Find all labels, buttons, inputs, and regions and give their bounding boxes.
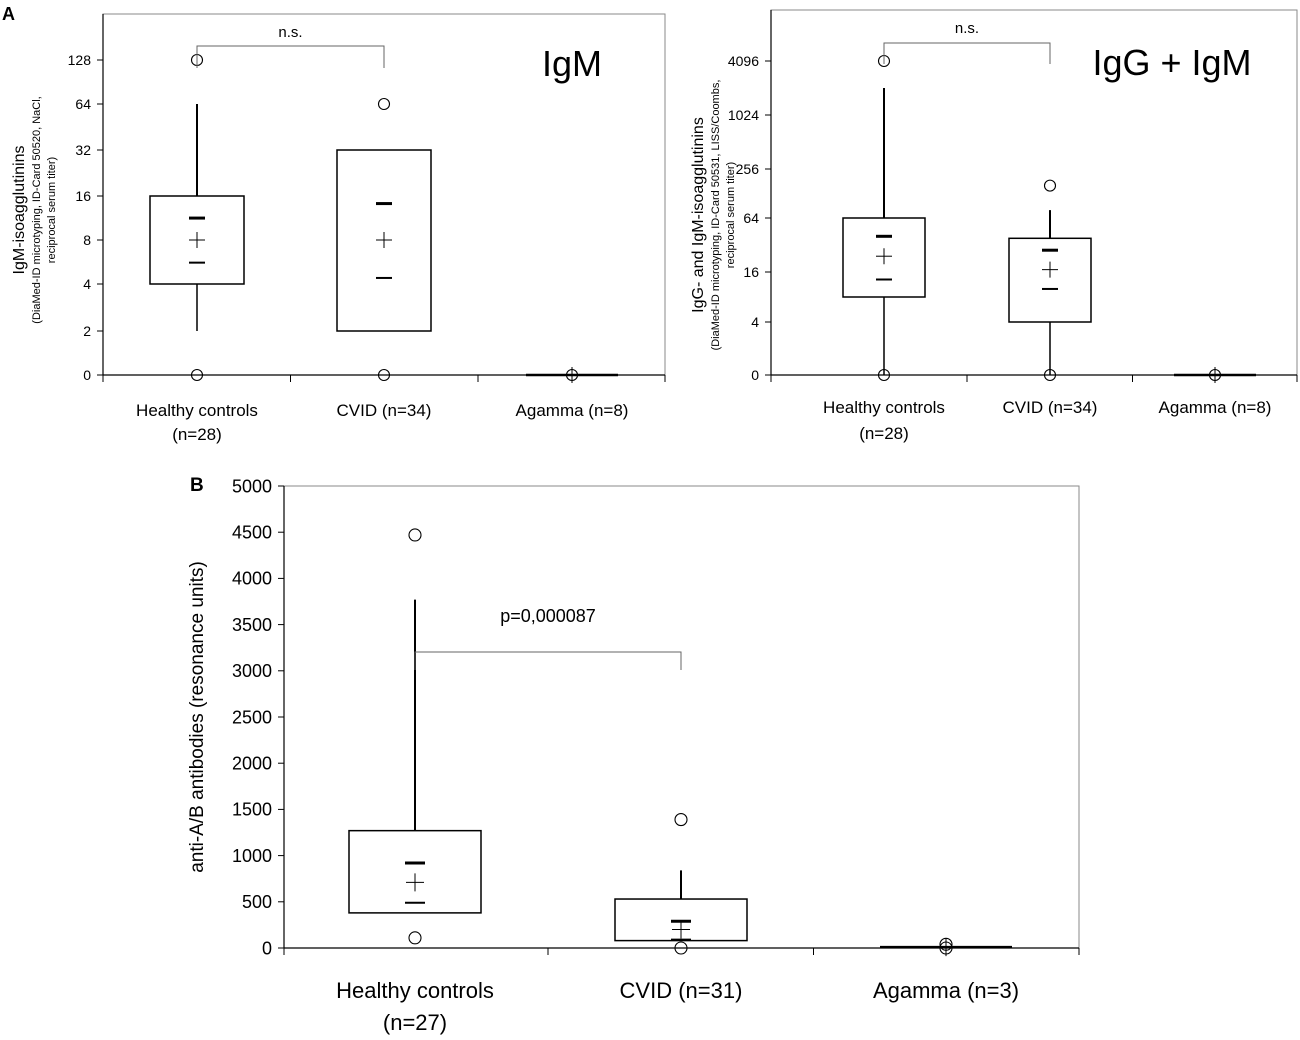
y-tick-label: 16 [75, 188, 91, 204]
x-category-label: Agamma (n=8) [516, 401, 629, 420]
x-category-label: Healthy controls [336, 978, 494, 1003]
y-tick-label: 128 [68, 52, 92, 68]
chart-anti-ab: 0 500 1000 1500 2000 2500 3000 3500 4000 4500 5000… [187, 476, 1080, 1035]
panel-a-letter: A [2, 4, 15, 24]
outlier-point [939, 941, 953, 955]
chart-igg-igm: 0 4 16 64 256 1024 4096 Healthy controls (n=28) C… [690, 9, 1298, 443]
x-category-label: Agamma (n=8) [1159, 398, 1272, 417]
y-tick-label: 1000 [232, 846, 272, 866]
outlier-point [1043, 368, 1057, 382]
y-tick-label: 1500 [232, 800, 272, 820]
y-tick-label: 2000 [232, 754, 272, 774]
x-category-label: Agamma (n=3) [873, 978, 1019, 1003]
outlier-point [190, 368, 204, 382]
y-axis-sublabel: (DiaMed-ID microtyping, ID-Card 50520, N… [31, 96, 43, 323]
x-category-label: Healthy controls [136, 401, 258, 420]
y-tick-label: 2 [83, 323, 91, 339]
outlier-point [408, 931, 422, 945]
y-tick-label: 32 [75, 142, 91, 158]
y-axis-label: anti-A/B antibodies (resonance units) [187, 561, 208, 873]
y-axis-sublabel: (DiaMed-ID microtyping, ID-Card 50531, L… [710, 80, 722, 351]
y-tick-label: 0 [262, 938, 272, 958]
panel-b-letter: B [190, 475, 204, 496]
box-iqr [348, 829, 482, 914]
box-group [614, 813, 748, 955]
x-category-label: Healthy controls [823, 398, 945, 417]
box-group [149, 53, 245, 382]
y-axis-label: IgG- and IgM-isoagglutinins [690, 117, 707, 313]
outlier-point [674, 813, 688, 827]
x-category-label: (n=27) [383, 1010, 447, 1035]
outlier-point [877, 368, 891, 382]
outlier-point [565, 368, 579, 382]
y-tick-label: 64 [743, 210, 759, 226]
outlier-point [377, 368, 391, 382]
outlier-point [674, 941, 688, 955]
significance-bracket [196, 45, 385, 68]
outlier-point [1208, 368, 1222, 382]
box-group [526, 367, 618, 383]
box-iqr [1008, 237, 1092, 323]
outlier-point [1043, 179, 1057, 192]
chart-title: IgM [542, 43, 602, 84]
y-axis-sublabel: reciprocal serum titer) [46, 157, 58, 263]
significance-bracket [883, 42, 1051, 64]
y-tick-label: 3000 [232, 661, 272, 681]
outlier-point [377, 97, 391, 111]
y-tick-label: 1024 [728, 107, 759, 123]
y-tick-label: 4500 [232, 523, 272, 543]
y-tick-label: 500 [242, 892, 272, 912]
y-tick-label: 4096 [728, 53, 759, 69]
box-group [336, 97, 432, 382]
outlier-point [408, 528, 422, 542]
y-axis-sublabel: reciprocal serum titer) [725, 162, 737, 268]
y-tick-label: 16 [743, 264, 759, 280]
x-category-label: (n=28) [172, 425, 222, 444]
significance-label: p=0,000087 [500, 606, 596, 626]
y-tick-label: 4 [751, 314, 759, 330]
x-category-label: CVID (n=34) [337, 401, 432, 420]
y-tick-label: 4000 [232, 569, 272, 589]
y-axis-label: IgM-isoagglutinins [11, 146, 28, 275]
y-tick-label: 0 [83, 367, 91, 383]
significance-label: n.s. [955, 20, 979, 37]
chart-title: IgG + IgM [1092, 42, 1251, 83]
y-tick-label: 0 [751, 367, 759, 383]
y-tick-label: 256 [736, 161, 760, 177]
box-group [1008, 179, 1092, 382]
outlier-point [939, 937, 953, 951]
y-tick-label: 5000 [232, 476, 272, 496]
y-tick-label: 64 [75, 96, 91, 112]
box-group [842, 54, 926, 382]
significance-label: n.s. [278, 24, 302, 41]
y-tick-label: 3500 [232, 615, 272, 635]
x-category-label: (n=28) [859, 424, 909, 443]
box-group [1174, 367, 1256, 383]
x-category-label: CVID (n=31) [620, 978, 743, 1003]
box-group [880, 937, 1012, 957]
significance-bracket [414, 651, 682, 670]
chart-igm: 0 2 4 8 16 32 64 128 Healthy controls (n=28) CVID … [11, 13, 666, 444]
box-group [348, 528, 482, 945]
y-tick-label: 2500 [232, 707, 272, 727]
y-tick-label: 4 [83, 276, 91, 292]
x-category-label: CVID (n=34) [1003, 398, 1098, 417]
y-tick-label: 8 [83, 232, 91, 248]
